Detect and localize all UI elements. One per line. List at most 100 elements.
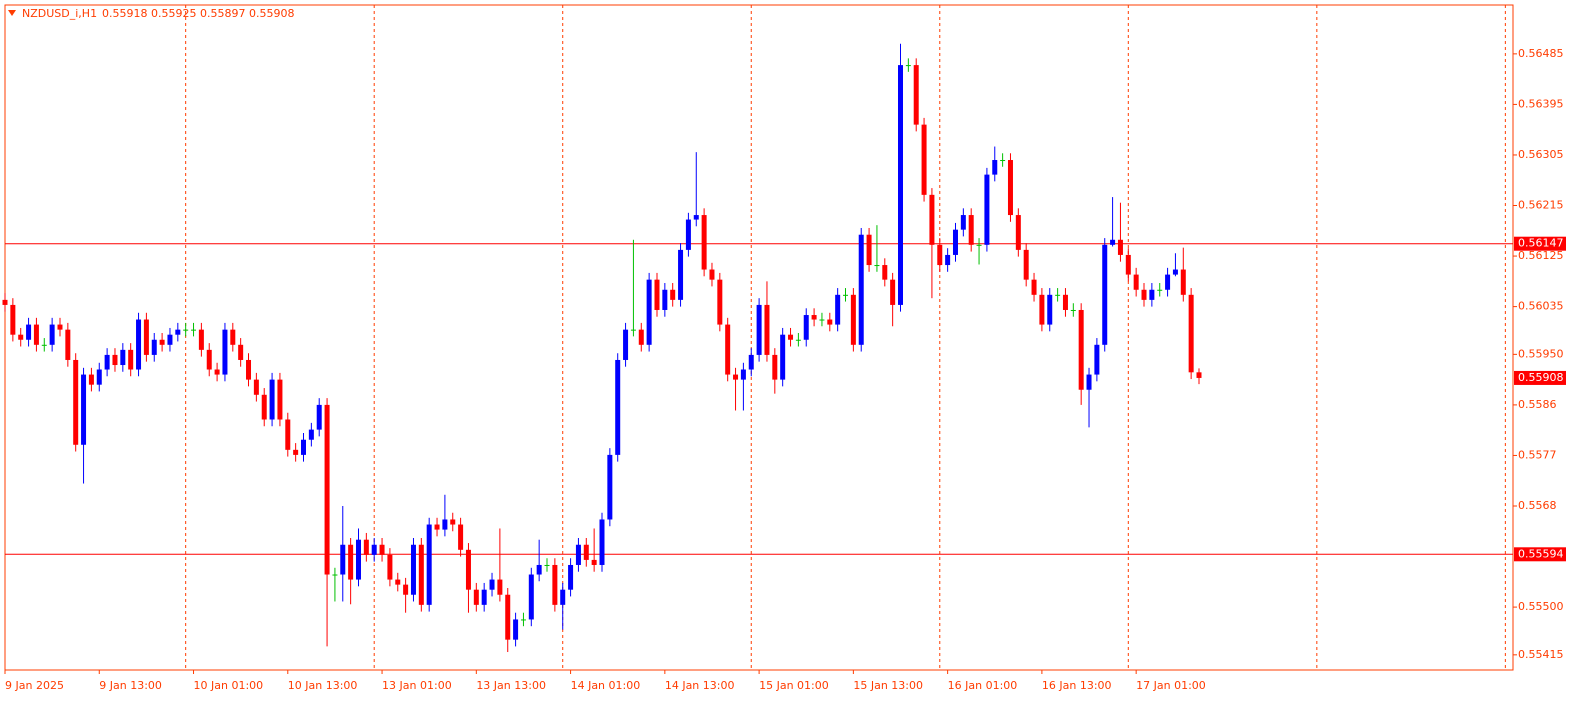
chart-title: NZDUSD_i,H1 (22, 7, 97, 20)
x-tick-label: 9 Jan 2025 (5, 679, 64, 692)
candle-body (638, 329, 644, 345)
candle-body (575, 544, 581, 565)
candle-body (583, 544, 589, 560)
candle-body (198, 329, 204, 350)
header-ohlc: 0.55918 0.55925 0.55897 0.55908 (102, 7, 294, 20)
candle-body (18, 334, 24, 340)
candle-body (246, 359, 252, 380)
candle-body (992, 160, 998, 175)
candle-body (395, 579, 401, 585)
x-tick-label: 10 Jan 01:00 (194, 679, 264, 692)
candle-body (104, 354, 110, 370)
x-tick-label: 13 Jan 13:00 (476, 679, 546, 692)
candle-body (261, 394, 267, 420)
header-arrow (8, 10, 16, 16)
candle-body (33, 324, 39, 345)
candle-body (1015, 215, 1021, 250)
candle-body (1188, 294, 1194, 373)
y-tick-label: 0.56215 (1518, 199, 1564, 212)
candle-body (206, 349, 212, 370)
candle-body (2, 299, 8, 305)
price-label-box (1514, 370, 1566, 385)
x-tick-label: 14 Jan 13:00 (665, 679, 735, 692)
candle-body (1007, 160, 1013, 216)
x-tick-label: 16 Jan 01:00 (948, 679, 1018, 692)
candle-body (269, 379, 275, 420)
candle-body (693, 215, 699, 220)
candle-body (1094, 344, 1100, 375)
candle-body (913, 65, 919, 125)
candle-body (458, 524, 464, 550)
candle-body (599, 519, 605, 565)
candle-body (654, 279, 660, 310)
x-tick-label: 9 Jan 13:00 (99, 679, 162, 692)
candle-body (49, 324, 55, 345)
level-label: 0.56147 (1518, 237, 1564, 250)
x-tick-label: 10 Jan 13:00 (288, 679, 358, 692)
candle-body (1086, 374, 1092, 390)
candle-body (363, 539, 369, 555)
y-tick-label: 0.55415 (1518, 648, 1564, 661)
candle-body (465, 549, 471, 590)
level-label: 0.55594 (1518, 547, 1564, 560)
candle-body (1062, 294, 1068, 310)
x-tick-label: 14 Jan 01:00 (571, 679, 641, 692)
candle-body (175, 329, 181, 335)
candle-body (1039, 294, 1045, 325)
candle-body (1125, 254, 1131, 275)
candle-body (858, 234, 864, 345)
candle-body (905, 65, 911, 67)
candle-body (756, 304, 762, 355)
candle-body (772, 354, 778, 380)
candle-body (159, 339, 165, 345)
candle-body (945, 254, 951, 266)
candle-body (1110, 239, 1116, 245)
candle-body (591, 559, 597, 565)
candle-body (410, 544, 416, 595)
candle-body (984, 174, 990, 245)
candle-body (748, 354, 754, 370)
candle-body (1117, 239, 1123, 255)
candle-body (819, 319, 825, 321)
y-tick-label: 0.55950 (1518, 347, 1564, 360)
candle-body (136, 319, 142, 370)
candle-body (316, 404, 322, 430)
x-tick-label: 13 Jan 01:00 (382, 679, 452, 692)
candle-body (57, 324, 63, 330)
candle-body (481, 589, 487, 605)
candle-body (678, 249, 684, 300)
candle-body (803, 315, 809, 340)
y-tick-label: 0.56485 (1518, 47, 1564, 60)
candle-body (536, 564, 542, 575)
x-tick-label: 17 Jan 01:00 (1136, 679, 1206, 692)
candle-body (607, 454, 613, 520)
candle-body (662, 289, 668, 310)
candle-body (1031, 279, 1037, 295)
candle-body (230, 329, 236, 345)
candle-body (780, 334, 786, 380)
candle-body (937, 244, 943, 266)
candle-body (112, 354, 118, 366)
candle-body (968, 215, 974, 245)
candle-body (882, 265, 888, 280)
candle-body (1000, 160, 1006, 162)
y-tick-label: 0.5568 (1518, 499, 1557, 512)
candle-body (544, 564, 550, 566)
candle-body (560, 589, 566, 605)
candle-body (646, 279, 652, 345)
candle-body (387, 554, 393, 580)
candle-body (253, 379, 259, 395)
price-label: 0.55908 (1518, 371, 1564, 384)
candle-body (489, 579, 495, 590)
candle-body (88, 374, 94, 385)
candle-body (301, 439, 306, 455)
candle-body (709, 269, 715, 280)
candle-body (1165, 274, 1171, 290)
candle-body (850, 294, 856, 345)
y-tick-label: 0.56125 (1518, 249, 1564, 262)
candle-body (1055, 294, 1061, 296)
candle-body (418, 544, 424, 605)
y-tick-label: 0.56395 (1518, 97, 1564, 110)
